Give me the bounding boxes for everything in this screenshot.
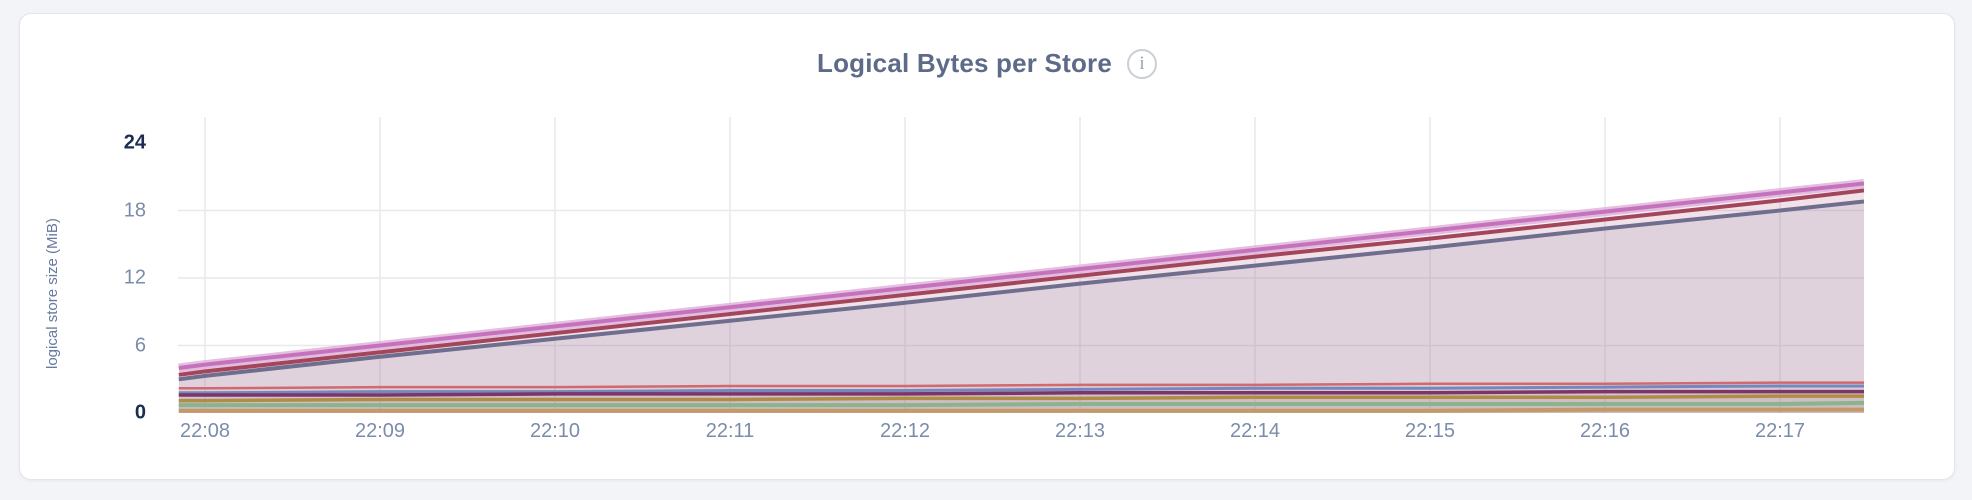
store-line-1-area [178, 183, 1864, 413]
y-axis-label: logical store size (MiB) [44, 218, 61, 370]
store-line-6 [178, 389, 1864, 397]
y-tick-label: 0 [134, 401, 146, 424]
info-icon[interactable]: i [1127, 48, 1158, 79]
y-tick-label: 18 [123, 199, 146, 221]
store-line-8 [178, 400, 1864, 408]
x-tick-label: 22:12 [879, 420, 931, 442]
x-tick-label: 22:15 [1404, 420, 1456, 442]
store-line-9 [178, 407, 1864, 413]
store-line-2 [178, 188, 1864, 377]
x-tick-label: 22:16 [1579, 420, 1631, 442]
chart-area: logical store size (MiB) 0 6 12 18 24 22:08 2… [20, 14, 1954, 479]
store-line-4 [178, 381, 1864, 390]
x-tick-label: 22:17 [1754, 420, 1806, 442]
x-tick-label: 22:10 [529, 420, 581, 442]
store-line-5 [178, 384, 1864, 395]
store-line-3-area [178, 201, 1864, 413]
chart-header: Logical Bytes per Store i [20, 48, 1954, 79]
chart-svg[interactable] [178, 117, 1864, 416]
metric-chart-card: Logical Bytes per Store i logical store … [19, 13, 1955, 480]
store-line-3 [178, 199, 1864, 382]
x-tick-label: 22:14 [1229, 420, 1281, 442]
store-line-1 [178, 181, 1864, 370]
y-tick-label: 12 [123, 266, 146, 289]
x-tick-label: 22:09 [354, 420, 406, 442]
store-line-7 [178, 394, 1864, 403]
y-tick-label: 24 [123, 131, 146, 154]
x-tick-label: 22:11 [705, 420, 755, 442]
x-tick-label: 22:13 [1054, 420, 1106, 442]
x-tick-label: 22:08 [179, 420, 231, 442]
y-tick-label: 6 [134, 334, 146, 356]
chart-title: Logical Bytes per Store [816, 48, 1113, 78]
